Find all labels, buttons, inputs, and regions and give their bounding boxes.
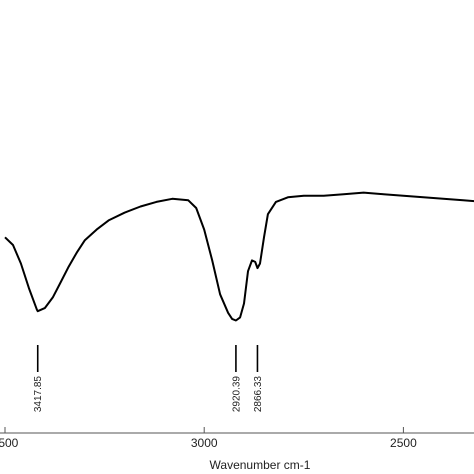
x-tick-layer: 35003000250020001500: [0, 427, 417, 450]
spectrum-line: [4, 191, 474, 322]
spectrum-layer: [4, 191, 474, 322]
plot-frame: [0, 432, 474, 434]
peak-label: 2866.33: [253, 376, 264, 413]
peak-label-layer: 3417.852920.392866.331729.881635.071418.…: [33, 345, 264, 413]
x-tick-label: 2500: [390, 436, 417, 450]
x-tick-label: 3000: [191, 436, 218, 450]
peak-label: 2920.39: [231, 376, 242, 413]
x-axis-label: Wavenumber cm-1: [209, 458, 311, 472]
peak-label: 3417.85: [33, 376, 44, 413]
